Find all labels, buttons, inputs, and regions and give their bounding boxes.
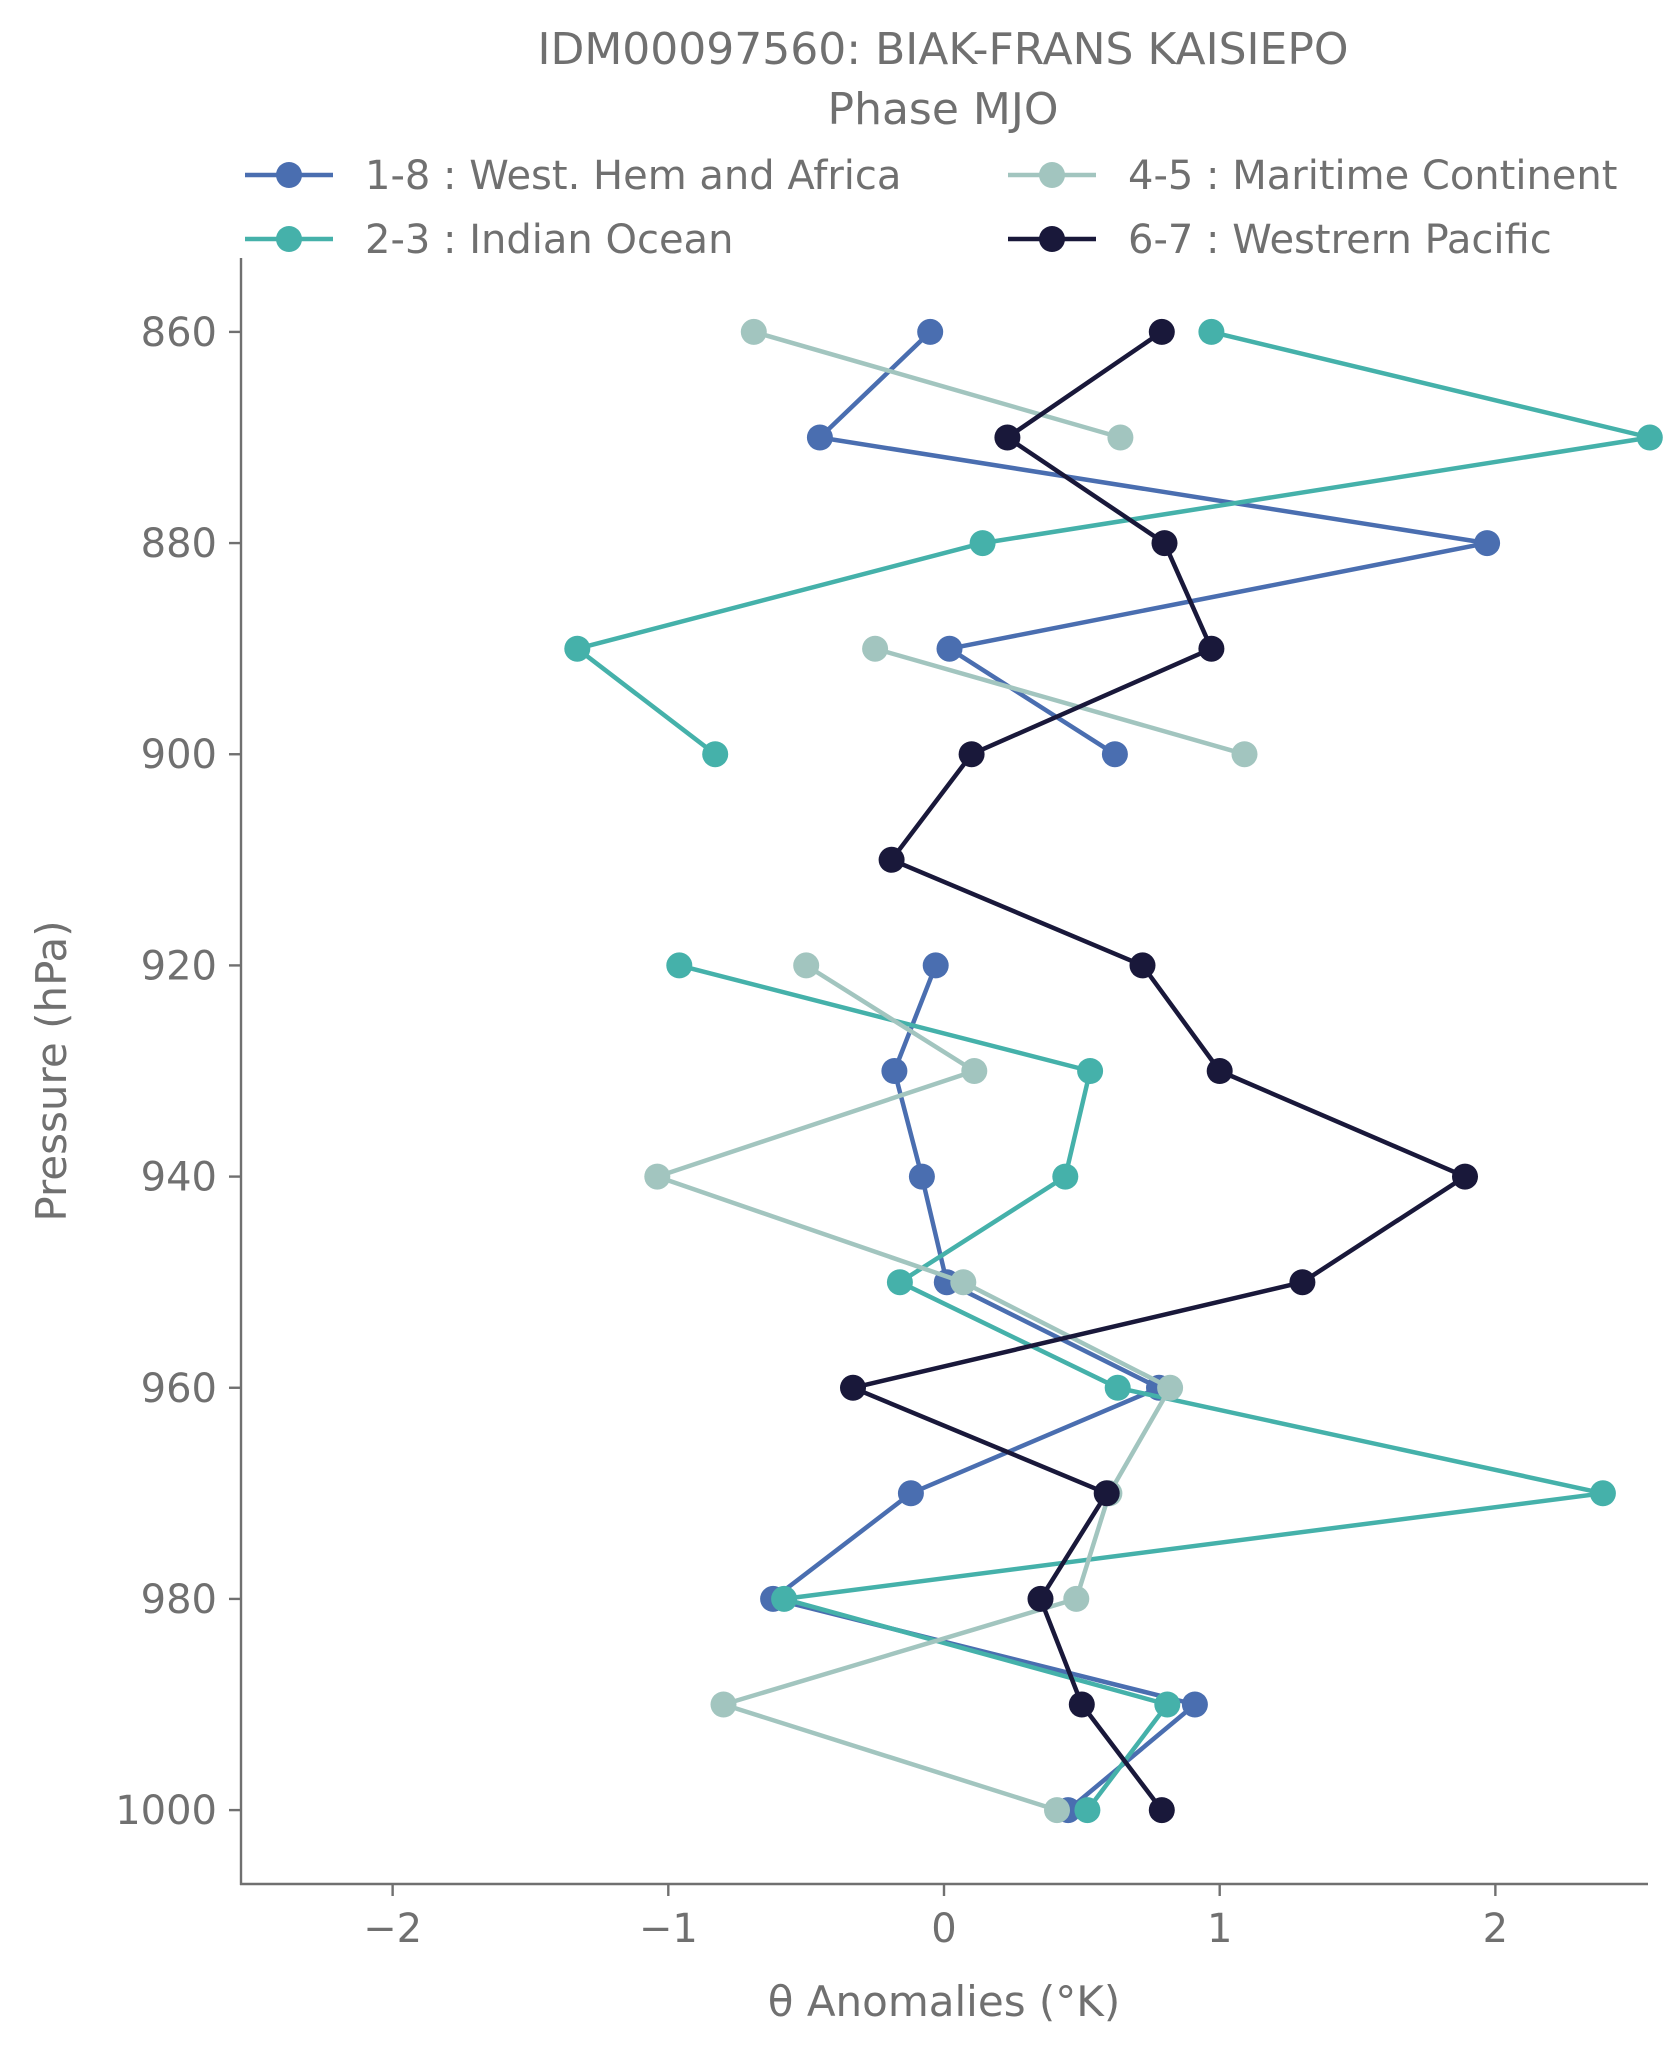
- data-point: [740, 318, 767, 345]
- x-axis-label: θ Anomalies (°K): [768, 1977, 1120, 2026]
- data-point: [1063, 1585, 1090, 1612]
- data-point: [644, 1163, 671, 1190]
- data-point: [936, 635, 963, 662]
- data-point: [1154, 1691, 1181, 1718]
- series-2: [564, 318, 1663, 1824]
- data-point: [1151, 530, 1178, 557]
- data-point: [1198, 635, 1225, 662]
- legend: 1-8 : West. Hem and Africa 2-3 : Indian O…: [245, 153, 1617, 263]
- data-point: [1027, 1585, 1054, 1612]
- y-tick-label: 860: [141, 310, 217, 356]
- data-point: [1636, 424, 1663, 451]
- data-point: [1074, 1797, 1101, 1824]
- series-line: [874, 646, 1246, 757]
- data-point: [710, 1691, 737, 1718]
- data-point: [1452, 1163, 1478, 1190]
- y-tick-label: 1000: [115, 1788, 217, 1834]
- x-tick-label: 0: [931, 1906, 956, 1952]
- axes: −2 −1 0 1 2 860 880 900 920 940 960 980 1000: [115, 258, 1648, 1952]
- data-point: [771, 1585, 798, 1612]
- series-line: [753, 329, 1122, 440]
- series-line: [770, 964, 1198, 1812]
- data-point: [1181, 1691, 1208, 1718]
- y-tick-label: 900: [141, 732, 217, 778]
- series-layer: [564, 318, 1663, 1824]
- legend-item: 6-7 : Westrern Pacific: [1008, 217, 1552, 263]
- data-point: [1104, 1374, 1131, 1401]
- data-point: [1077, 1058, 1104, 1084]
- x-tick-label: −2: [363, 1906, 422, 1952]
- data-point: [1068, 1691, 1095, 1718]
- data-point: [564, 635, 591, 662]
- data-point: [1101, 741, 1128, 768]
- data-point: [961, 1058, 988, 1084]
- legend-item: 4-5 : Maritime Continent: [1008, 153, 1617, 199]
- data-point: [1148, 318, 1175, 345]
- chart-subtitle: Phase MJO: [828, 84, 1059, 135]
- x-ticks: −2 −1 0 1 2: [363, 1884, 1508, 1952]
- legend-marker: [1039, 162, 1065, 188]
- x-tick-label: −1: [639, 1906, 698, 1952]
- y-tick-label: 960: [141, 1366, 217, 1412]
- data-point: [1231, 741, 1258, 768]
- chart-title: IDM00097560: BIAK-FRANS KAISIEPO: [537, 24, 1348, 75]
- data-point: [1157, 1374, 1184, 1401]
- legend-marker: [1039, 226, 1065, 252]
- data-point: [1052, 1163, 1079, 1190]
- data-point: [1206, 1058, 1233, 1084]
- y-axis-label: Pressure (hPa): [27, 920, 76, 1221]
- data-point: [1044, 1797, 1070, 1824]
- data-point: [881, 1058, 908, 1084]
- data-point: [840, 1374, 866, 1401]
- data-point: [806, 424, 833, 451]
- x-tick-label: 1: [1207, 1906, 1232, 1952]
- data-point: [994, 424, 1021, 451]
- data-point: [1107, 424, 1134, 451]
- data-point: [922, 952, 949, 979]
- data-point: [1198, 318, 1225, 345]
- legend-label: 2-3 : Indian Ocean: [365, 217, 733, 263]
- y-tick-label: 920: [141, 943, 217, 989]
- series-1: [760, 318, 1501, 1824]
- data-point: [878, 846, 905, 873]
- legend-label: 4-5 : Maritime Continent: [1128, 153, 1617, 199]
- series-4: [840, 318, 1478, 1824]
- data-point: [793, 952, 820, 979]
- legend-label: 1-8 : West. Hem and Africa: [365, 153, 901, 199]
- legend-label: 6-7 : Westrern Pacific: [1128, 217, 1552, 263]
- x-tick-label: 2: [1483, 1906, 1508, 1952]
- data-point: [1589, 1480, 1616, 1507]
- data-point: [917, 318, 944, 345]
- data-point: [1474, 530, 1501, 557]
- y-tick-label: 880: [141, 521, 217, 567]
- data-point: [666, 952, 693, 979]
- data-point: [702, 741, 729, 768]
- data-point: [886, 1269, 913, 1296]
- data-point: [969, 530, 996, 557]
- legend-item: 1-8 : West. Hem and Africa: [245, 153, 901, 199]
- y-tick-label: 980: [141, 1577, 217, 1623]
- legend-marker: [276, 162, 302, 188]
- y-tick-label: 940: [141, 1155, 217, 1201]
- data-point: [1289, 1269, 1316, 1296]
- data-point: [908, 1163, 935, 1190]
- data-point: [1148, 1797, 1175, 1824]
- data-point: [1129, 952, 1156, 979]
- y-ticks: 860 880 900 920 940 960 980 1000: [115, 310, 241, 1834]
- series-line: [678, 963, 1606, 1812]
- legend-item: 2-3 : Indian Ocean: [245, 217, 733, 263]
- data-point: [950, 1269, 977, 1296]
- legend-marker: [276, 226, 302, 252]
- data-point: [958, 741, 985, 768]
- data-point: [1093, 1480, 1120, 1507]
- data-point: [862, 635, 889, 662]
- data-point: [897, 1480, 924, 1507]
